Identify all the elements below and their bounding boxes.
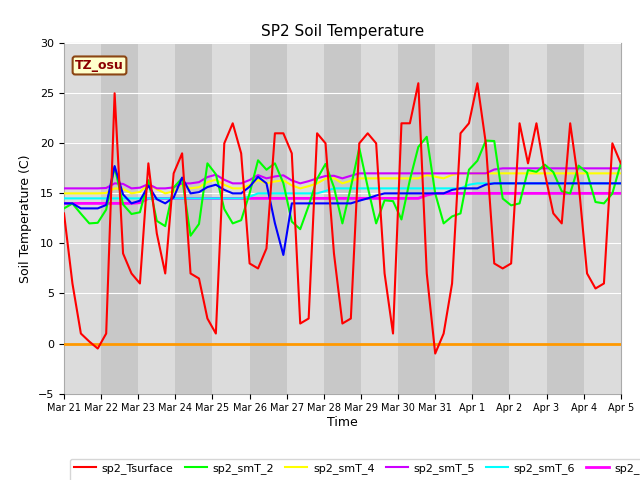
Bar (584, 43, 621, 394)
Y-axis label: Soil Temperature (C): Soil Temperature (C) (19, 154, 33, 283)
Bar (398, 43, 435, 394)
Bar (435, 43, 472, 394)
Bar (361, 43, 398, 394)
Bar (324, 43, 361, 394)
Bar (101, 43, 138, 394)
Text: TZ_osu: TZ_osu (75, 59, 124, 72)
Bar (472, 43, 509, 394)
Bar (250, 43, 287, 394)
Bar (212, 43, 250, 394)
Bar (287, 43, 324, 394)
Bar (547, 43, 584, 394)
Bar (138, 43, 175, 394)
Bar (175, 43, 212, 394)
Legend: sp2_Tsurface, sp2_smT_1, sp2_smT_2, sp2_smT_3, sp2_smT_4, sp2_smT_5, sp2_smT_6, : sp2_Tsurface, sp2_smT_1, sp2_smT_2, sp2_… (70, 459, 640, 480)
X-axis label: Time: Time (327, 416, 358, 429)
Title: SP2 Soil Temperature: SP2 Soil Temperature (260, 24, 424, 39)
Bar (64, 43, 101, 394)
Bar (509, 43, 547, 394)
